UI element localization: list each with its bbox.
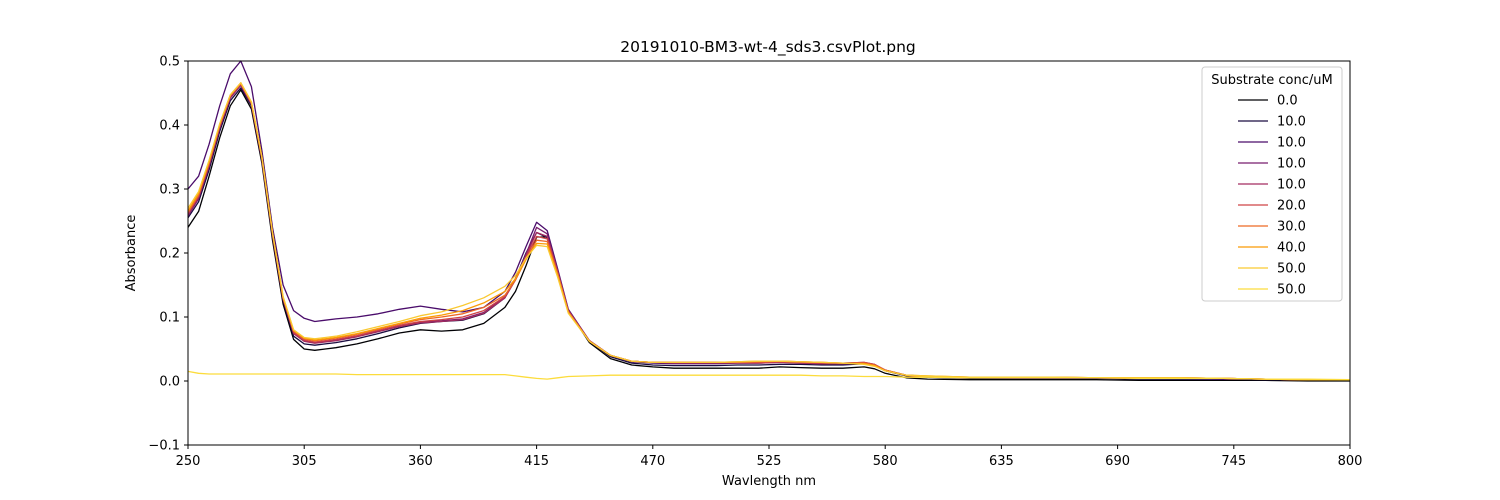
legend-label-8: 50.0 — [1277, 262, 1306, 277]
x-axis: 250 305 360 415 470 525 580 635 690 745 800 — [176, 445, 1363, 469]
legend-box — [1201, 66, 1343, 302]
legend-label-3: 10.0 — [1277, 157, 1306, 172]
x-tick-label: 470 — [640, 454, 665, 469]
legend-label-6: 30.0 — [1277, 220, 1306, 235]
x-tick-label: 525 — [757, 454, 782, 469]
series-layer — [187, 60, 1351, 382]
x-tick-label: 690 — [1105, 454, 1130, 469]
y-tick-label: 0.5 — [159, 55, 180, 70]
y-axis-title: Absorbance — [124, 215, 139, 292]
legend-label-0: 0.0 — [1277, 94, 1298, 109]
legend-entries: 0.0 10.0 10.0 10.0 10.0 20.0 30.0 40.0 50.0 50.0 — [1238, 94, 1306, 298]
y-tick-label: 0.3 — [159, 183, 180, 198]
y-tick-label: 0.0 — [159, 375, 180, 390]
legend: Substrate conc/uM 0.0 10.0 10.0 10.0 10.0 20.… — [1201, 66, 1343, 302]
x-tick-label: 580 — [873, 454, 898, 469]
y-axis: −0.1 0.0 0.1 0.2 0.3 0.4 0.5 — [148, 55, 188, 454]
x-axis-title: Wavlength nm — [722, 474, 816, 489]
y-tick-label: 0.1 — [159, 311, 180, 326]
x-tick-label: 250 — [176, 454, 201, 469]
x-tick-label: 305 — [292, 454, 317, 469]
y-tick-label: 0.4 — [159, 119, 180, 134]
x-tick-label: 415 — [524, 454, 549, 469]
legend-label-4: 10.0 — [1277, 178, 1306, 193]
legend-label-7: 40.0 — [1277, 241, 1306, 256]
series-line-9 — [187, 370, 1351, 381]
x-tick-label: 635 — [989, 454, 1014, 469]
legend-label-2: 10.0 — [1277, 136, 1306, 151]
series-line-8 — [187, 82, 1350, 381]
x-tick-label: 360 — [408, 454, 433, 469]
x-tick-label: 745 — [1221, 454, 1246, 469]
legend-label-9: 50.0 — [1277, 283, 1306, 298]
legend-label-1: 10.0 — [1277, 115, 1306, 130]
legend-title: Substrate conc/uM — [1211, 73, 1332, 88]
y-tick-label: −0.1 — [148, 439, 180, 454]
chart-title: 20191010-BM3-wt-4_sds3.csvPlot.png — [620, 38, 916, 57]
x-tick-label: 800 — [1338, 454, 1363, 469]
y-tick-label: 0.2 — [159, 247, 180, 262]
legend-label-5: 20.0 — [1277, 199, 1306, 214]
